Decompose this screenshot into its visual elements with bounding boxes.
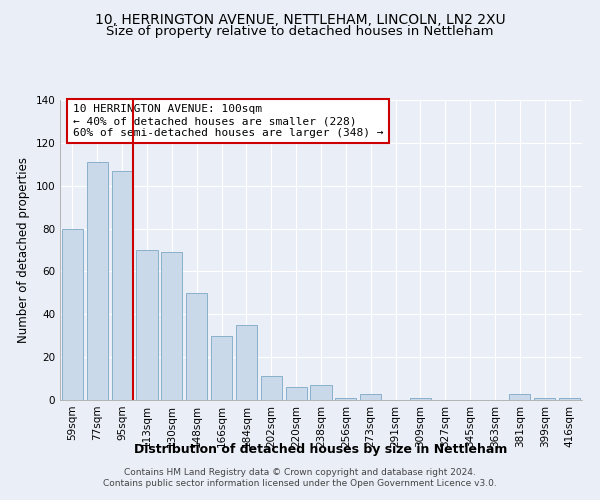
Text: Size of property relative to detached houses in Nettleham: Size of property relative to detached ho… xyxy=(106,25,494,38)
Bar xyxy=(136,250,158,400)
Bar xyxy=(410,398,431,400)
Bar xyxy=(112,170,133,400)
Bar xyxy=(161,252,182,400)
Y-axis label: Number of detached properties: Number of detached properties xyxy=(17,157,30,343)
Bar xyxy=(211,336,232,400)
Bar xyxy=(360,394,381,400)
Text: 10, HERRINGTON AVENUE, NETTLEHAM, LINCOLN, LN2 2XU: 10, HERRINGTON AVENUE, NETTLEHAM, LINCOL… xyxy=(95,12,505,26)
Bar xyxy=(286,387,307,400)
Bar xyxy=(87,162,108,400)
Bar xyxy=(62,228,83,400)
Bar xyxy=(236,325,257,400)
Bar xyxy=(335,398,356,400)
Bar xyxy=(310,385,332,400)
Bar xyxy=(534,398,555,400)
Text: Contains HM Land Registry data © Crown copyright and database right 2024.
Contai: Contains HM Land Registry data © Crown c… xyxy=(103,468,497,487)
Bar xyxy=(186,293,207,400)
Bar xyxy=(261,376,282,400)
Bar xyxy=(559,398,580,400)
Bar xyxy=(509,394,530,400)
Text: Distribution of detached houses by size in Nettleham: Distribution of detached houses by size … xyxy=(134,442,508,456)
Text: 10 HERRINGTON AVENUE: 100sqm
← 40% of detached houses are smaller (228)
60% of s: 10 HERRINGTON AVENUE: 100sqm ← 40% of de… xyxy=(73,104,383,138)
